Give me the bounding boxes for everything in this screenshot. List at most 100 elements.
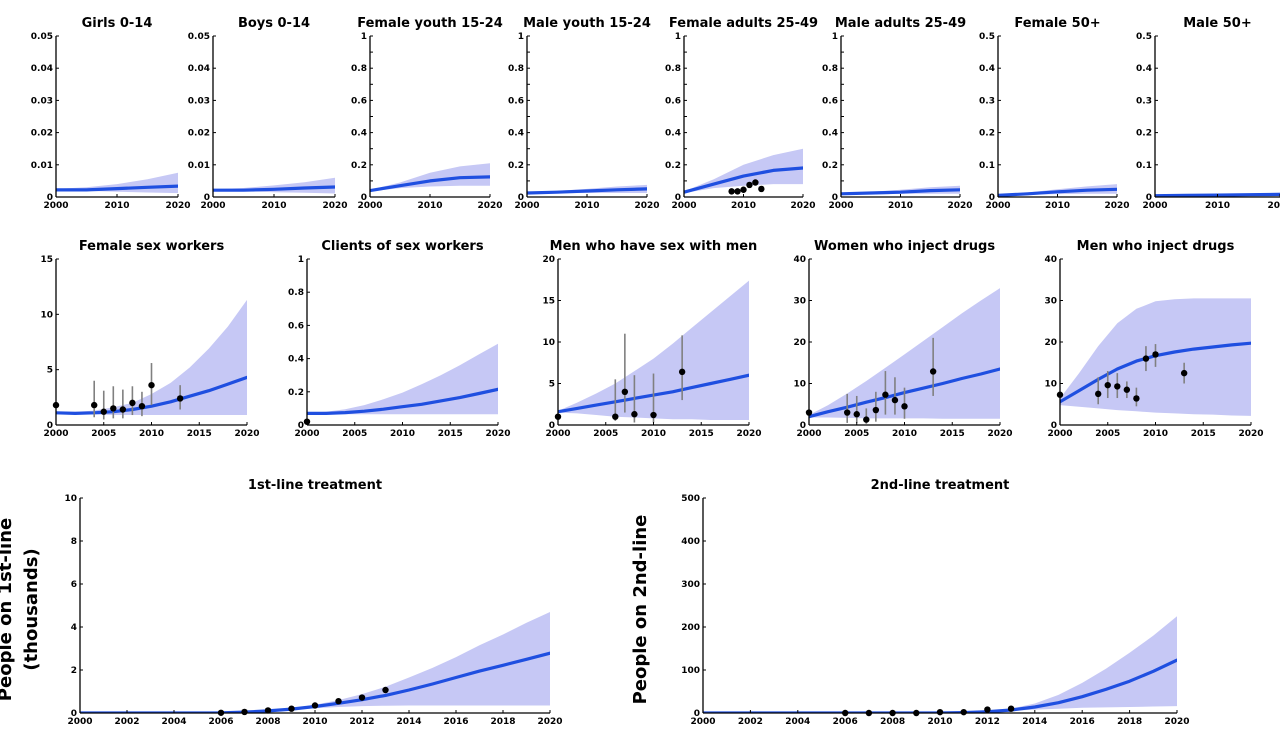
y-tick-label: 0.3: [1136, 96, 1152, 106]
x-tick-label: 2000: [690, 717, 715, 727]
data-point: [882, 391, 889, 398]
data-point: [176, 395, 184, 402]
y-tick-label: 0.8: [822, 64, 838, 74]
data-point: [1123, 386, 1131, 393]
x-tick-label: 2005: [342, 429, 367, 439]
plot-area: [998, 184, 1117, 197]
model-line: [684, 166, 803, 194]
x-tick-label: 2000: [357, 201, 382, 211]
x-tick-label: 2020: [1104, 201, 1129, 211]
plot-area: [527, 184, 647, 195]
x-tick-label: 2004: [785, 717, 810, 727]
model-line: [841, 188, 960, 196]
chart-title: Men who inject drugs: [1077, 239, 1235, 254]
panel-11: 0 10 20 30 40 2000 2005 2010 2015 2020 Women who i…: [793, 239, 1012, 439]
plot-area: [370, 163, 490, 193]
x-tick-label: 2005: [844, 429, 869, 439]
data-point: [382, 686, 389, 694]
y-tick-label: 0.2: [1136, 129, 1152, 139]
x-tick-label: 2000: [43, 201, 68, 211]
data-point: [631, 411, 638, 418]
y-tick-label: 0.02: [188, 129, 210, 139]
chart-title: 2nd-line treatment: [871, 478, 1010, 493]
x-tick-label: 2005: [593, 429, 618, 439]
y-tick-label: 0.5: [1136, 32, 1152, 42]
x-tick-label: 2018: [490, 717, 515, 727]
x-tick-label: 2010: [1045, 201, 1070, 211]
x-tick-label: 2020: [537, 717, 562, 727]
y-tick-label: 20: [1044, 338, 1057, 348]
x-tick-label: 2015: [940, 429, 965, 439]
y-tick-label: 0.8: [351, 64, 367, 74]
data-point: [358, 694, 366, 701]
data-point: [100, 408, 107, 415]
data-point: [335, 697, 342, 705]
y-axis-label: (thousands): [21, 548, 42, 670]
x-tick-label: 2020: [987, 429, 1012, 439]
data-point: [746, 181, 753, 189]
y-tick-label: 0: [71, 709, 77, 719]
x-tick-label: 2016: [443, 717, 468, 727]
x-tick-label: 2020: [1267, 201, 1280, 211]
x-tick-label: 2020: [790, 201, 815, 211]
y-tick-label: 0: [47, 193, 53, 203]
x-tick-label: 2008: [880, 717, 905, 727]
x-tick-label: 2010: [731, 201, 756, 211]
chart-title: Female sex workers: [79, 239, 225, 254]
y-tick-label: 0: [989, 193, 995, 203]
panel-8: 0 5 10 15 2000 2005 2010 2015 2020 Female sex wor…: [40, 239, 259, 439]
y-tick-label: 0.05: [31, 32, 53, 42]
data-point: [119, 406, 127, 413]
y-tick-label: 0.8: [508, 64, 524, 74]
y-tick-label: 10: [1044, 380, 1057, 390]
x-tick-label: 2018: [1117, 717, 1142, 727]
y-tick-label: 100: [681, 666, 700, 676]
y-tick-label: 0.03: [188, 96, 210, 106]
plot-area: [703, 616, 1177, 713]
x-tick-label: 2020: [165, 201, 190, 211]
x-tick-label: 2014: [396, 717, 421, 727]
model-line: [307, 387, 498, 415]
y-tick-label: 0.04: [31, 64, 53, 74]
x-tick-label: 2000: [67, 717, 92, 727]
y-tick-label: 400: [681, 537, 700, 547]
y-tick-label: 0: [1146, 193, 1152, 203]
x-tick-label: 2020: [234, 429, 259, 439]
x-tick-label: 2015: [438, 429, 463, 439]
y-tick-label: 5: [549, 380, 555, 390]
x-tick-label: 2010: [892, 429, 917, 439]
x-tick-label: 2000: [671, 201, 696, 211]
y-tick-label: 8: [71, 537, 77, 547]
x-tick-label: 2010: [1205, 201, 1230, 211]
y-tick-label: 15: [542, 297, 555, 307]
y-tick-label: 1: [298, 255, 304, 265]
chart-title: Men who have sex with men: [550, 239, 758, 254]
x-tick-label: 2000: [514, 201, 539, 211]
y-tick-label: 0: [298, 421, 304, 431]
plot-area: [684, 148, 803, 194]
y-tick-label: 4: [71, 623, 77, 633]
y-tick-label: 1: [361, 32, 367, 42]
y-tick-label: 0: [675, 193, 681, 203]
panel-10: 0 5 10 15 20 2000 2005 2010 2015 2020 Men who have…: [542, 239, 761, 439]
data-point: [1095, 390, 1102, 398]
data-point: [241, 708, 248, 716]
y-tick-label: 0.2: [508, 161, 524, 171]
data-point: [853, 411, 860, 418]
y-tick-label: 10: [64, 494, 77, 504]
chart-title: Male youth 15-24: [523, 16, 651, 31]
x-tick-label: 2014: [1022, 717, 1047, 727]
panel-4: 0 0.2 0.4 0.6 0.8 1 2000 2010 2020 Female adults …: [665, 16, 818, 211]
panel-5: 0 0.2 0.4 0.6 0.8 1 2000 2010 2020 Male adults 25…: [822, 16, 972, 211]
chart-title: 1st-line treatment: [248, 478, 382, 493]
y-tick-label: 30: [1044, 297, 1057, 307]
y-axis-label: People on 1st-line: [0, 518, 16, 701]
model-line: [56, 184, 178, 192]
data-point: [1133, 395, 1140, 402]
y-tick-label: 0.2: [822, 161, 838, 171]
y-tick-label: 0: [518, 193, 524, 203]
y-tick-label: 0.6: [508, 96, 524, 106]
x-tick-label: 2020: [322, 201, 347, 211]
y-tick-label: 0: [47, 421, 53, 431]
uncertainty-band: [56, 299, 247, 415]
